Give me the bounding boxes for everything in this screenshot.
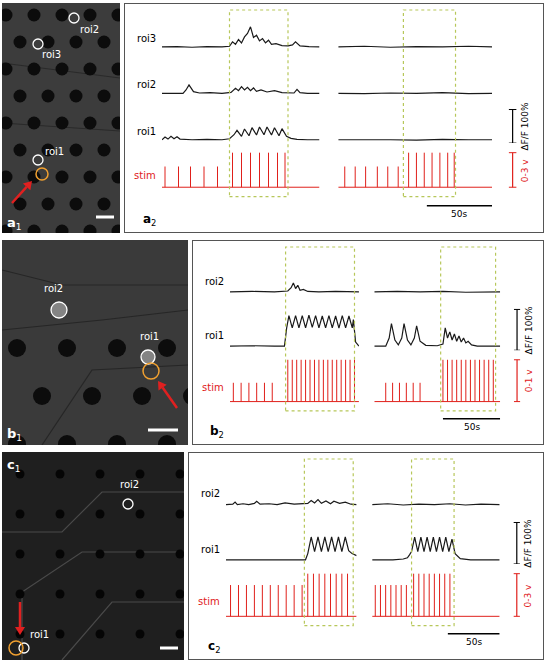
svg-text:c1: c1 — [7, 457, 20, 474]
svg-text:b1: b1 — [7, 426, 22, 443]
svg-text:roi2: roi2 — [205, 276, 224, 287]
svg-text:a​2​: a​2​ — [143, 212, 156, 228]
svg-text:roi2: roi2 — [120, 479, 139, 490]
svg-text:roi1: roi1 — [30, 629, 49, 640]
svg-text:roi2: roi2 — [201, 488, 220, 499]
svg-text:50s: 50s — [464, 422, 480, 432]
svg-text:50s: 50s — [466, 637, 482, 647]
svg-text:roi2: roi2 — [44, 283, 63, 294]
svg-text:roi2: roi2 — [80, 24, 99, 35]
svg-text:c​2​: c​2​ — [208, 639, 220, 655]
svg-text:roi1: roi1 — [137, 126, 156, 137]
svg-text:roi3: roi3 — [42, 49, 61, 60]
svg-text:roi3: roi3 — [137, 33, 156, 44]
svg-text:stim: stim — [198, 596, 220, 607]
svg-text:roi1: roi1 — [201, 544, 220, 555]
svg-text:a1: a1 — [7, 215, 22, 232]
svg-text:stim: stim — [134, 170, 156, 181]
svg-text:ΔF/F 100%: ΔF/F 100% — [524, 306, 534, 355]
svg-text:0-3 v: 0-3 v — [523, 584, 533, 608]
svg-text:stim: stim — [202, 382, 224, 393]
svg-text:roi1: roi1 — [140, 331, 159, 342]
svg-text:roi1: roi1 — [205, 330, 224, 341]
svg-text:b​2​: b​2​ — [210, 424, 224, 440]
svg-text:roi2: roi2 — [137, 79, 156, 90]
svg-text:50s: 50s — [451, 209, 467, 219]
svg-text:roi1: roi1 — [45, 146, 64, 157]
svg-text:ΔF/F 100%: ΔF/F 100% — [520, 102, 530, 151]
svg-text:ΔF/F 100%: ΔF/F 100% — [523, 519, 533, 568]
svg-text:0-3 v: 0-3 v — [520, 159, 530, 183]
svg-text:0-1 v: 0-1 v — [524, 369, 534, 393]
